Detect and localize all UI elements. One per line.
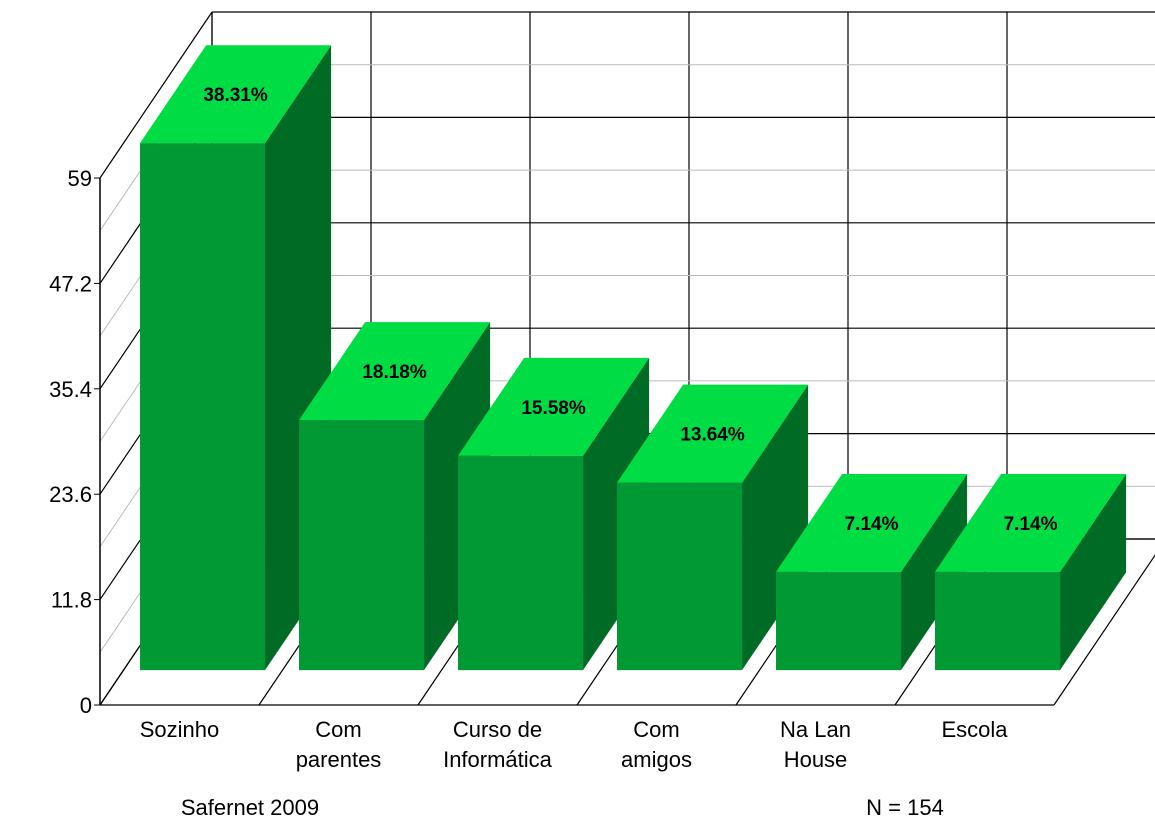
bar-top (140, 45, 332, 144)
x-tick-line: Com (633, 717, 679, 742)
x-tick-line: Curso de (453, 717, 542, 742)
data-label: 38.31% (203, 85, 268, 106)
x-tick-line: parentes (296, 747, 382, 772)
bar-top (458, 357, 650, 456)
y-tick-label: 23.6 (49, 482, 92, 507)
y-tick-label: 0 (80, 693, 92, 718)
bar-top (935, 473, 1127, 572)
y-tick-label: 59 (68, 166, 92, 191)
x-tick-line: Com (315, 717, 361, 742)
bar (617, 482, 743, 671)
bar (299, 420, 425, 671)
annotation: Safernet 2009 (181, 795, 319, 820)
floor-line (1053, 554, 1155, 706)
x-tick-label: Curso de Informática (443, 717, 553, 772)
x-tick-label: Na Lan House (780, 717, 851, 772)
bar (140, 143, 266, 671)
data-label: 15.58% (521, 398, 586, 419)
x-tick-line: amigos (621, 747, 692, 772)
bar-top (776, 473, 968, 572)
annotation: N = 154 (866, 795, 944, 820)
data-label: 18.18% (362, 362, 427, 383)
x-tick-line: Informática (443, 747, 553, 772)
x-tick-line: Escola (941, 717, 1008, 742)
bar-side (742, 384, 809, 671)
x-tick-label: Com amigos (621, 717, 692, 772)
grid-line (99, 11, 213, 179)
x-tick-line: Na Lan (780, 717, 851, 742)
x-tick-label: Sozinho (140, 717, 220, 742)
data-label: 13.64% (680, 425, 745, 446)
x-tick-label: Com parentes (296, 717, 382, 772)
bar-side (1060, 473, 1127, 671)
bar (458, 455, 584, 671)
bar-side (901, 473, 968, 671)
bar-top (617, 384, 809, 483)
bar (935, 571, 1061, 671)
x-tick-line: Sozinho (140, 717, 220, 742)
x-tick-line: House (784, 747, 848, 772)
data-label: 7.14% (1004, 514, 1058, 535)
x-tick-label: Escola (941, 717, 1008, 742)
bar (776, 571, 902, 671)
data-label: 7.14% (845, 514, 899, 535)
y-tick-label: 11.8 (51, 588, 92, 613)
y-tick-label: 35.4 (49, 377, 92, 402)
bar-top (299, 322, 491, 421)
y-tick-label: 47.2 (49, 271, 92, 296)
